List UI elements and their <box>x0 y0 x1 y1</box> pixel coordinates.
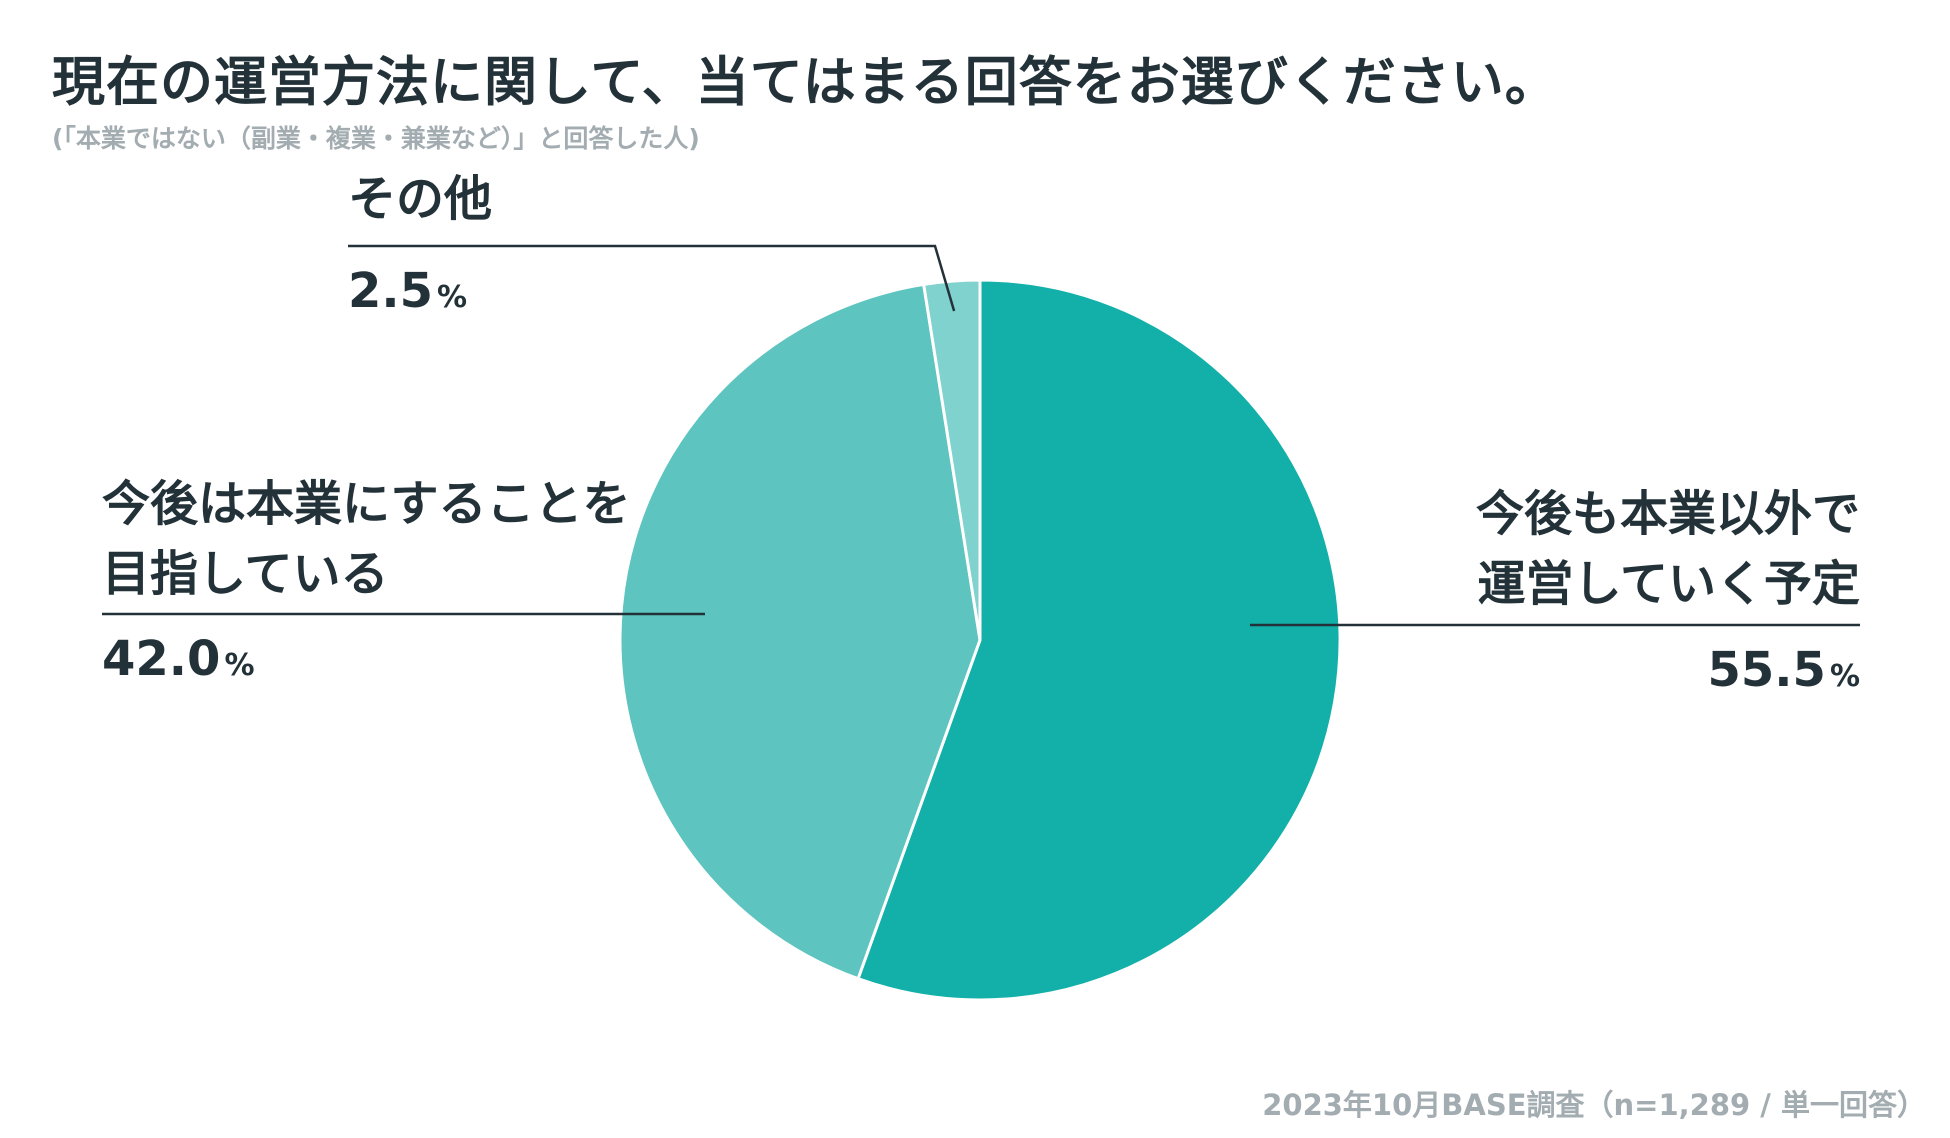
pie-slice-3 <box>922 278 982 642</box>
slice-label-1-line-1: 今後も本業以外で <box>1476 486 1860 542</box>
slice-label-2-line-2: 目指している <box>102 546 389 602</box>
chart-title: 現在の運営方法に関して、当てはまる回答をお選びください。 <box>52 52 1559 113</box>
slice-value-1: 55.5% <box>1708 642 1861 698</box>
survey-source-note: 2023年10月BASE調査（n=1,289 / 単一回答） <box>1262 1088 1926 1122</box>
slice-label-1-line-2: 運営していく予定 <box>1477 556 1860 612</box>
slice-value-3: 2.5% <box>348 263 467 319</box>
pie-slice-2 <box>618 282 982 981</box>
slice-value-2: 42.0% <box>102 631 255 687</box>
pie-slice-1 <box>856 278 1342 1002</box>
slice-label-2-line-1: 今後は本業にすることを <box>102 476 630 532</box>
chart-subtitle: (「本業ではない（副業・複業・兼業など）」と回答した人) <box>52 124 700 153</box>
slice-label-3-line-1: その他 <box>348 171 492 227</box>
leader-line-3 <box>348 244 956 312</box>
